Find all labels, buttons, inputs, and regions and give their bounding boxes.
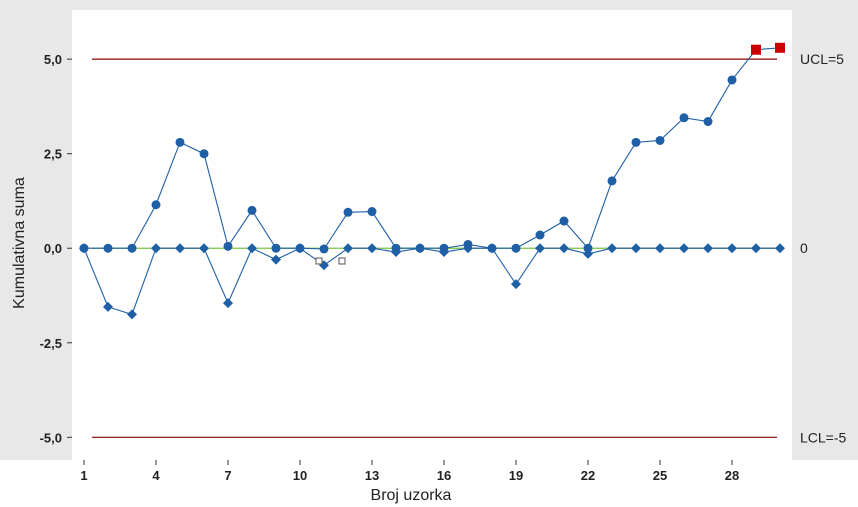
series-0-point-23 [607,176,617,186]
series-1-point-18 [487,243,497,254]
x-tick-label-3: 10 [293,468,307,483]
series-1-point-8 [247,243,257,254]
series-0-point-9 [271,243,281,253]
series-1-point-22 [583,248,593,259]
series-1-point-1 [79,243,89,254]
y-tick-label-1: 2,5 [44,147,62,162]
series-1-point-29 [751,243,761,254]
series-0-point-3 [127,243,137,253]
series-1-point-19 [511,279,521,290]
series-0-point-21 [559,216,569,226]
series-0-point-6 [199,149,209,159]
series-0-point-24 [631,137,641,147]
y-axis-title: Kumulativna suma [11,177,28,309]
tick-labels: UCL=5 0 LCL=-5 5,0 2,5 0,0 -2,5 -5,0 1 4 7 10 13 16 19… [40,51,847,483]
series-1-point-30 [775,243,785,254]
series-1-point-27 [703,243,713,254]
x-tick-label-6: 19 [509,468,523,483]
series-1-point-7 [223,298,233,309]
series-0-point-25 [655,135,665,145]
series-1-point-2 [103,301,113,312]
series-1-point-24 [631,243,641,254]
series-0-point-20 [535,230,545,240]
series-0-point-19 [511,243,521,253]
series-0-point-28 [727,75,737,85]
series-1-point-23 [607,243,617,254]
series-1-point-12 [343,243,353,254]
x-tick-label-2: 7 [224,468,231,483]
x-tick-label-8: 25 [653,468,667,483]
reference-label-2: LCL=-5 [800,429,847,445]
series-0-point-22 [583,243,593,253]
x-tick-label-5: 16 [437,468,451,483]
series-1-point-14 [391,247,401,258]
y-tick-label-2: 0,0 [44,241,62,256]
reference-label-1: 0 [800,240,808,256]
series-0-point-5 [175,137,185,147]
x-tick-label-9: 28 [725,468,739,483]
series-0-point-4 [151,200,161,210]
series-1-point-15 [415,243,425,254]
series-0-point-11 [319,244,329,254]
axis-ticks [67,58,733,465]
x-tick-label-7: 22 [581,468,595,483]
series-1-point-6 [199,243,209,254]
series-0-point-13 [367,207,377,217]
series-0-point-2 [103,243,113,253]
hollow-marker-left [315,257,323,265]
plot-area [72,10,792,460]
x-tick-label-4: 13 [365,468,379,483]
series-1-point-26 [679,243,689,254]
y-tick-label-3: -2,5 [40,336,62,351]
series-0-point-27 [703,117,713,127]
series-1-point-20 [535,243,545,254]
series-1-point-13 [367,243,377,254]
series-0-point-26 [679,113,689,123]
series-1-point-21 [559,243,569,254]
series-1-point-17 [463,243,473,254]
hollow-marker-right [338,257,346,265]
series-1-point-5 [175,243,185,254]
series-1-point-16 [439,247,449,258]
y-tick-label-4: -5,0 [40,430,62,445]
series-1-point-4 [151,243,161,254]
series-0-point-12 [343,207,353,217]
data-markers [79,42,785,320]
x-axis-title: Broj uzorka [371,487,452,504]
out-of-control-point-30 [775,42,785,53]
series-1-point-10 [295,243,305,254]
x-tick-label-1: 4 [152,468,160,483]
reference-label-0: UCL=5 [800,51,844,67]
y-tick-label-0: 5,0 [44,52,62,67]
out-of-control-point-29 [751,44,761,55]
axis-band [0,460,858,507]
series-1-point-3 [127,309,137,320]
x-tick-label-0: 1 [80,468,87,483]
series-0-point-8 [247,205,257,215]
series-1-point-9 [271,254,281,265]
series-0-point-7 [223,241,233,251]
series-1-point-28 [727,243,737,254]
series-1-point-25 [655,243,665,254]
